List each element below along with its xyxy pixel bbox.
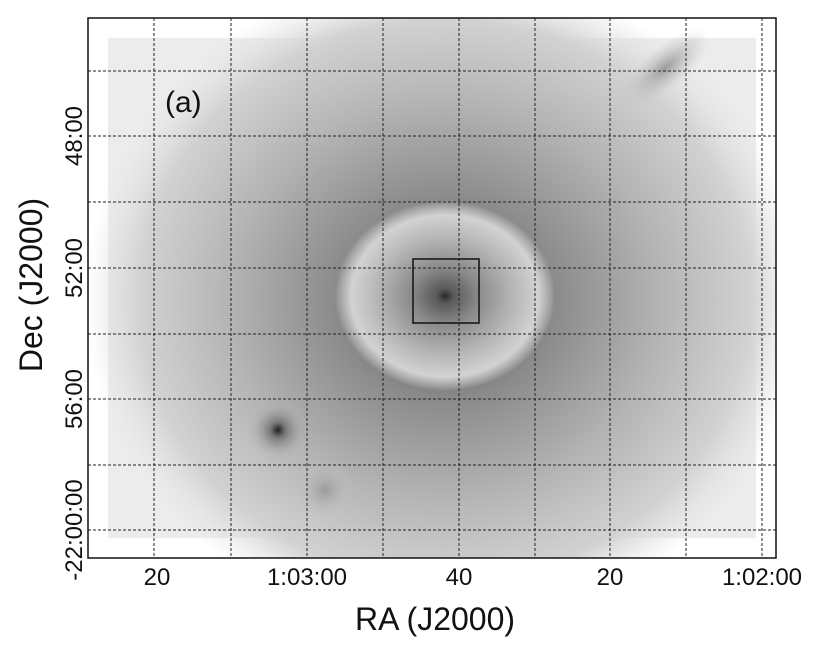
frame: [87, 17, 777, 559]
image: [88, 18, 776, 558]
x-tick-label: 1:02:00: [722, 564, 802, 591]
y-axis-label: Dec (J2000): [13, 198, 49, 372]
x-axis-label: RA (J2000): [355, 601, 515, 637]
y-tick-label: 48:00: [61, 106, 88, 166]
grid: [88, 18, 776, 558]
panel-label: (a): [165, 86, 202, 119]
x-tick-label: 40: [446, 564, 473, 591]
x-tick-label: 1:03:00: [267, 564, 347, 591]
y-tick-label: 56:00: [61, 369, 88, 429]
y-tick-label: -22:00:00: [61, 479, 88, 580]
x-tick-label: 20: [597, 564, 624, 591]
region-box: [412, 258, 480, 324]
y-tick-label: 52:00: [61, 238, 88, 298]
x-tick-label: 20: [144, 564, 171, 591]
